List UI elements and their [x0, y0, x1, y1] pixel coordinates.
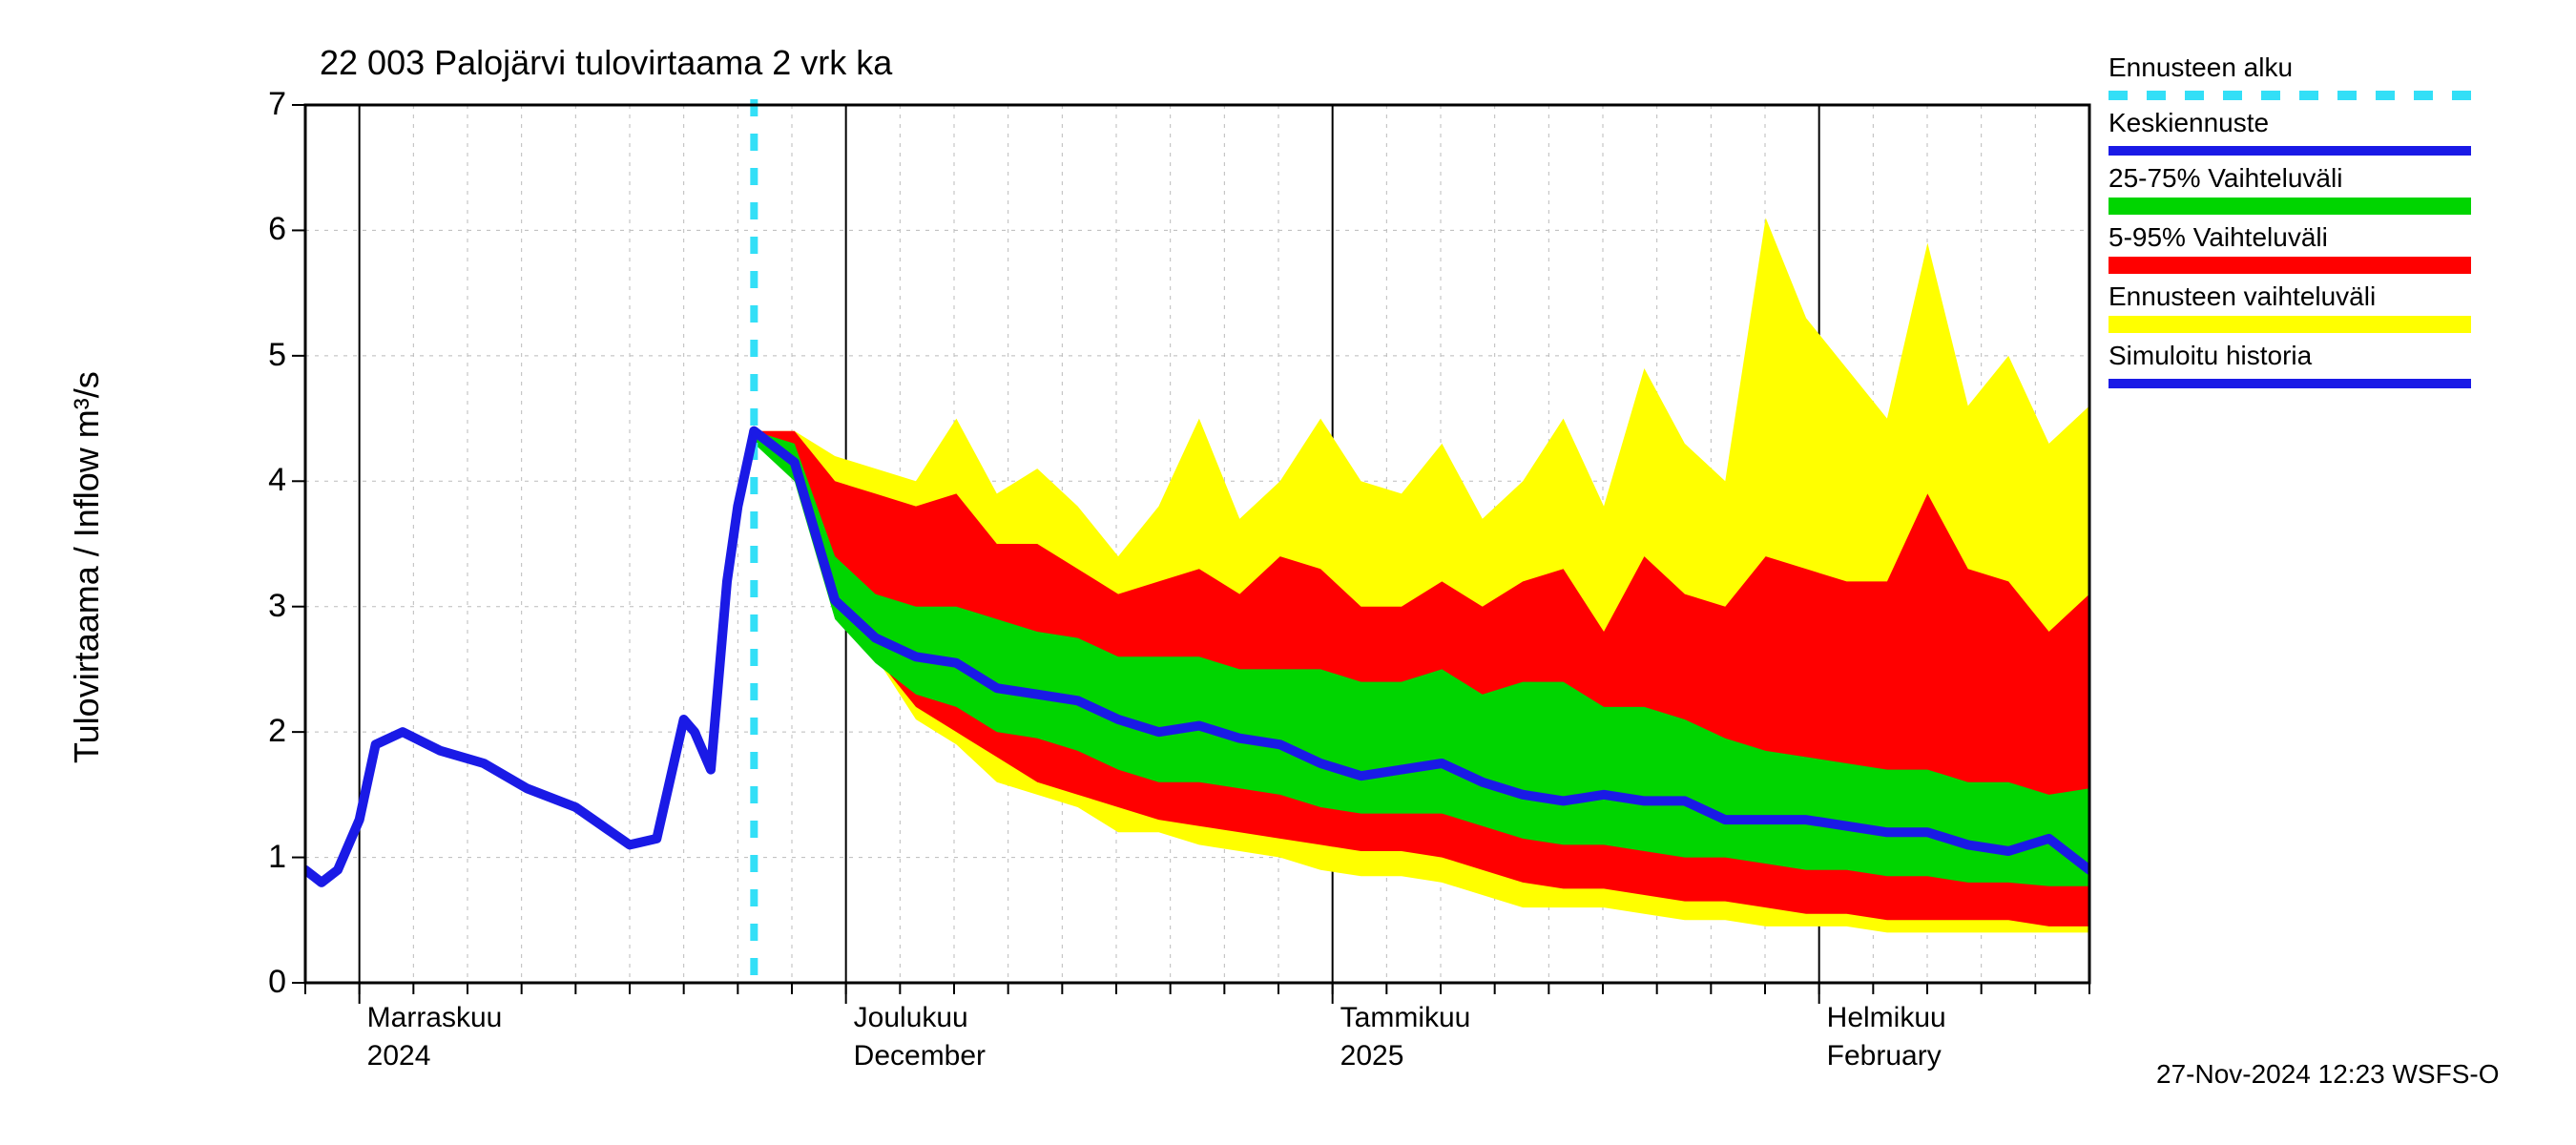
legend-label: Ennusteen vaihteluväli	[2109, 281, 2471, 312]
legend: Ennusteen alku Keskiennuste 25-75% Vaihtel…	[2109, 52, 2471, 396]
legend-swatch	[2109, 316, 2471, 333]
legend-label: Ennusteen alku	[2109, 52, 2471, 83]
legend-label: Keskiennuste	[2109, 108, 2471, 138]
legend-item: 25-75% Vaihteluväli	[2109, 163, 2471, 215]
legend-item: Simuloitu historia	[2109, 341, 2471, 388]
legend-swatch	[2109, 91, 2471, 100]
legend-label: 25-75% Vaihteluväli	[2109, 163, 2471, 194]
legend-swatch	[2109, 257, 2471, 274]
legend-item: 5-95% Vaihteluväli	[2109, 222, 2471, 274]
legend-label: Simuloitu historia	[2109, 341, 2471, 371]
legend-swatch	[2109, 146, 2471, 156]
legend-swatch	[2109, 198, 2471, 215]
legend-item: Ennusteen alku	[2109, 52, 2471, 100]
legend-label: 5-95% Vaihteluväli	[2109, 222, 2471, 253]
legend-item: Keskiennuste	[2109, 108, 2471, 156]
legend-swatch	[2109, 379, 2471, 388]
legend-item: Ennusteen vaihteluväli	[2109, 281, 2471, 333]
footer-timestamp: 27-Nov-2024 12:23 WSFS-O	[2156, 1059, 2500, 1090]
chart-page: 22 003 Palojärvi tulovirtaama 2 vrk ka T…	[0, 0, 2576, 1145]
